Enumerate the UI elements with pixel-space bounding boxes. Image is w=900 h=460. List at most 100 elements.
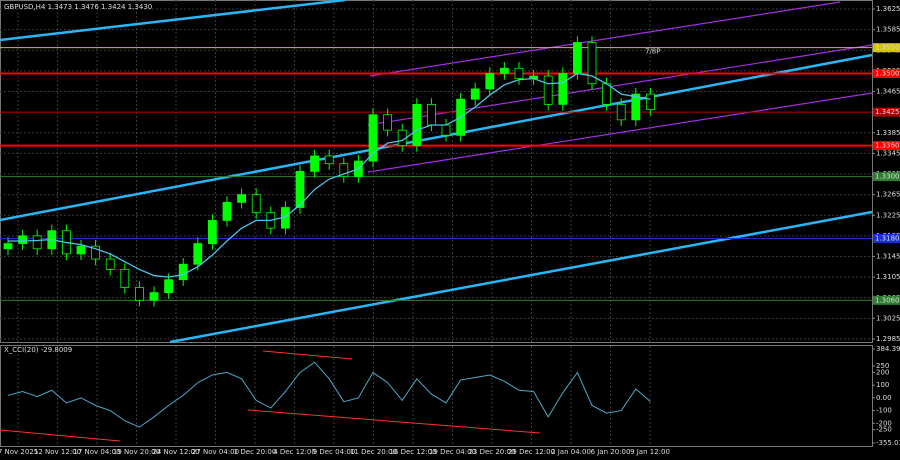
x-tick-label: 9 Jan 12:00 [630,448,670,456]
y-tick-label: 1.3625 [876,5,900,13]
candle-body [383,114,393,131]
x-tick-label: 16 Dec 12:00 [389,448,436,456]
x-tick-label: 27 Nov 04:00 [192,448,239,456]
cci-divergence [0,350,541,442]
candle-body [164,279,174,293]
cci-line [7,361,651,428]
y-tick-label: 1.3225 [876,211,900,219]
candle-body [602,83,611,105]
regression-line [369,1,841,77]
y-tick-label: 1.3105 [876,273,900,281]
x-tick-label: 24 Nov 12:00 [152,448,199,456]
y-tick-label: 1.3265 [876,191,900,199]
x-tick-label: 29 Dec 12:00 [508,448,555,456]
candle-body [193,243,203,265]
indicator-tick-label: 0.00 [876,394,892,402]
candle-body [543,75,553,105]
level-label: 1.3550 [875,44,900,52]
level-label-box [873,295,900,305]
candle-body [310,155,320,172]
y-tick-label: 1.2985 [876,335,900,343]
x-tick-label: 7 Nov 2025 [0,448,38,456]
level-label-box [873,141,900,151]
candle-body [499,67,509,74]
candle-body [514,67,524,80]
level-label: 1.3500 [875,69,900,77]
level-label: 1.3300 [875,173,900,181]
candle-body [3,243,13,250]
regression-line [367,92,873,173]
candle-body [339,163,349,177]
y-tick-label: 1.3345 [876,149,900,157]
y-tick-label: 1.3385 [876,129,900,137]
trend-line [0,53,873,222]
level-label-box [873,107,900,117]
indicator-tick-label: 250 [876,362,889,370]
candle-body [134,287,144,301]
x-tick-label: 17 Nov 04:00 [73,448,120,456]
candle-body [646,93,655,110]
candle-body [426,103,436,126]
candle-body [485,73,495,90]
indicator-tick-label: -200 [876,419,892,427]
x-tick-label: 19 Dec 04:00 [429,448,476,456]
candle-body [105,258,115,270]
candle-body [120,268,130,288]
candle-body [76,245,86,255]
candle-body [470,88,480,100]
indicator-tick-label: -100 [876,407,892,415]
candle-body [32,235,42,250]
level-label: 1.3060 [875,296,900,304]
level-label-box [873,43,900,53]
y-tick-label: 1.3465 [876,88,900,96]
indicator-tick-label: -250 [876,426,892,434]
candle-body [91,245,100,260]
candle-body [412,103,422,147]
divergence-line [262,350,353,360]
indicator-tick-label: -355.0351 [876,439,900,447]
main-plot-border [0,0,873,343]
candle-body [573,42,582,74]
indicator-title: X_CCI(20) -29.8009 [4,346,72,354]
indicator-tick-label: 100 [876,381,889,389]
indicator-tick-label: 200 [876,368,889,376]
candle-body [368,114,378,162]
x-tick-label: 2 Jan 04:00 [551,448,591,456]
x-tick-label: 12 Nov 12:00 [34,448,81,456]
moving-average [8,72,651,278]
x-tick-label: 19 Nov 20:00 [113,448,160,456]
y-tick-label: 1.3585 [876,26,900,34]
x-tick-label: 11 Dec 20:00 [350,448,397,456]
candle-body [587,42,597,85]
candle-body [441,124,451,136]
divergence-line [0,429,121,442]
divergence-line [247,409,541,434]
y-tick-label: 1.3025 [876,314,900,322]
chart-title: GBPUSD,H4 1.3473 1.3476 1.3424 1.3430 [4,3,152,11]
level-label-box [873,233,900,243]
candle-body [222,201,232,221]
candle-body [178,263,188,281]
candle-body [207,220,217,245]
indicator-tick-label: 384.3973 [876,345,900,353]
level-label: 1.3425 [875,108,900,116]
x-tick-label: 9 Dec 04:00 [313,448,356,456]
x-tick-label: 23 Dec 20:00 [468,448,515,456]
candle-body [251,194,261,214]
candle-body [295,171,305,208]
level-label: 1.3360 [875,142,900,150]
candle-body [616,103,626,121]
level-label: 1.3180 [875,234,900,242]
y-tick-label: 1.3145 [876,253,900,261]
level-note: 7/8P [645,48,661,56]
candle-body [18,235,28,245]
x-tick-label: 1 Dec 20:00 [234,448,277,456]
candle-body [324,155,334,165]
candle-body [149,292,159,301]
candle-body [237,194,247,203]
candle-body [558,73,568,105]
level-label-box [873,172,900,182]
trend-line [169,210,873,344]
level-label-box [873,68,900,78]
